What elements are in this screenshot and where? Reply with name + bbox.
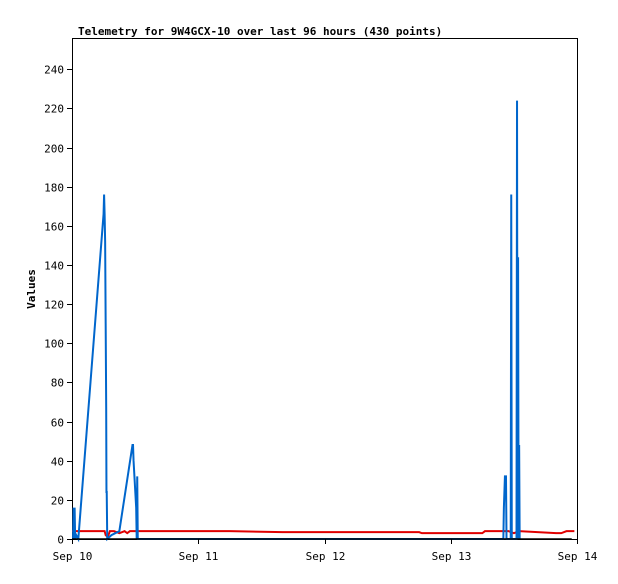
y-tick-label: 180 xyxy=(44,182,64,195)
y-tick-label: 120 xyxy=(44,299,64,312)
y-tick-label: 80 xyxy=(51,377,64,390)
y-tick-label: 220 xyxy=(44,103,64,116)
y-tick-label: 200 xyxy=(44,143,64,156)
y-tick-label: 100 xyxy=(44,338,64,351)
y-tick-label: 160 xyxy=(44,221,64,234)
y-tick-label: 0 xyxy=(57,534,64,547)
y-tick-label: 40 xyxy=(51,456,64,469)
x-tick-label: Sep 12 xyxy=(306,550,346,563)
y-axis-label: Values xyxy=(25,269,38,309)
x-tick-label: Sep 13 xyxy=(432,550,472,563)
x-tick-label: Sep 11 xyxy=(179,550,219,563)
chart-title: Telemetry for 9W4GCX-10 over last 96 hou… xyxy=(78,25,442,38)
y-tick-label: 60 xyxy=(51,417,64,430)
series-line-1 xyxy=(72,530,575,539)
y-tick-label: 140 xyxy=(44,260,64,273)
y-tick-label: 20 xyxy=(51,495,64,508)
plot-area xyxy=(72,38,578,540)
y-tick-label: 240 xyxy=(44,64,64,77)
x-tick-label: Sep 14 xyxy=(558,550,598,563)
x-tick-label: Sep 10 xyxy=(53,550,93,563)
axis-layer: 0 20 40 60 80 100 120 140 160 180 200 220 240 Sep 10 S… xyxy=(44,64,598,564)
series-layer xyxy=(72,100,575,543)
